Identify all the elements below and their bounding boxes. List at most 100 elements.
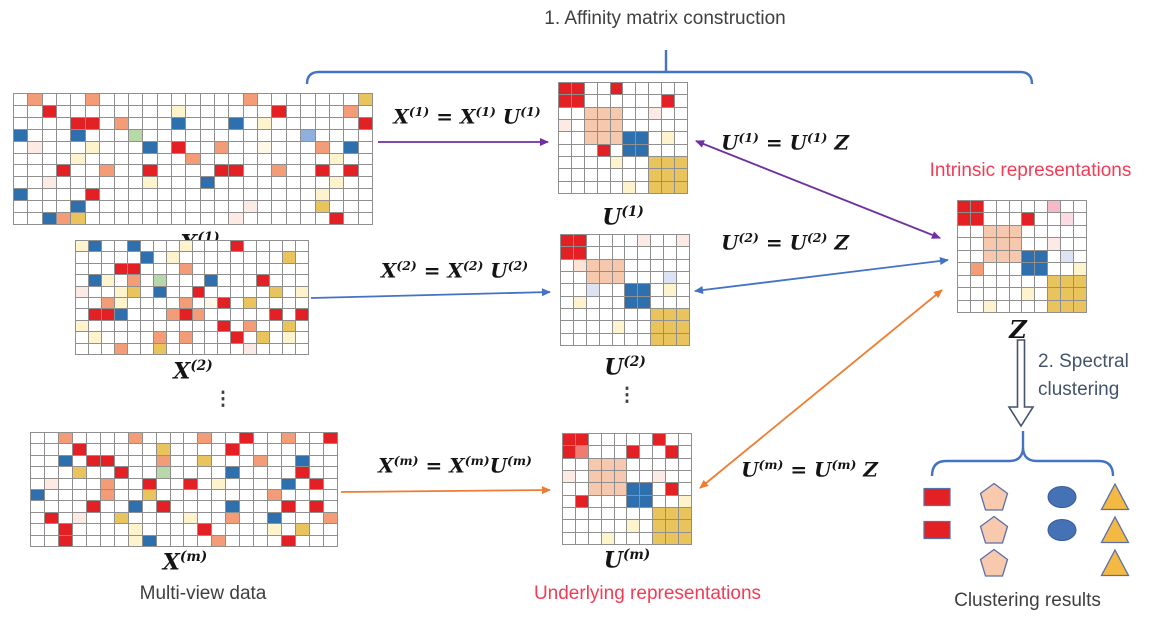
matrix-cell — [675, 169, 687, 181]
matrix-cell — [212, 524, 226, 535]
matrix-cell — [192, 286, 205, 297]
matrix-cell — [240, 467, 254, 478]
matrix-cell — [86, 455, 100, 467]
matrix-cell — [257, 275, 270, 286]
matrix-cell — [268, 489, 282, 501]
matrix-cell — [601, 483, 614, 495]
matrix-cell — [231, 297, 244, 309]
matrix-cell — [561, 235, 573, 247]
matrix-cell — [272, 117, 286, 129]
matrix-cell — [72, 501, 86, 512]
matrix-cell — [651, 296, 664, 308]
matrix-cell — [258, 141, 272, 153]
matrix-cell — [1061, 288, 1074, 300]
matrix-cell — [14, 189, 28, 201]
matrix-cell — [179, 343, 192, 354]
um-matrix-label: U(m) — [603, 547, 651, 574]
matrix-cell — [42, 177, 57, 189]
matrix-cell — [100, 94, 114, 105]
matrix-cell — [636, 169, 649, 181]
matrix-cell — [675, 132, 687, 144]
matrix-cell — [31, 512, 44, 524]
matrix-cell — [575, 470, 588, 483]
matrix-cell — [44, 467, 58, 478]
matrix-cell — [244, 275, 257, 286]
matrix-cell — [226, 455, 240, 467]
matrix-cell — [101, 297, 114, 309]
affinity-bracket-icon — [305, 50, 1034, 85]
matrix-cell — [640, 458, 653, 470]
matrix-cell — [301, 165, 315, 177]
matrix-cell — [1061, 201, 1074, 213]
matrix-cell — [640, 470, 653, 483]
matrix-cell — [28, 117, 42, 129]
matrix-cell — [128, 177, 143, 189]
matrix-cell — [344, 201, 358, 213]
matrix-cell — [243, 117, 258, 129]
matrix-cell — [31, 478, 44, 489]
matrix-cell — [226, 478, 240, 489]
matrix-cell — [286, 189, 301, 201]
matrix-cell — [257, 263, 270, 275]
matrix-cell — [71, 105, 85, 117]
matrix-cell — [329, 189, 344, 201]
matrix-cell — [358, 213, 372, 224]
matrix-cell — [218, 309, 231, 320]
matrix-cell — [270, 320, 283, 332]
matrix-cell — [114, 489, 128, 501]
matrix-cell — [88, 275, 101, 286]
matrix-cell — [268, 433, 282, 444]
matrix-cell — [358, 201, 372, 213]
matrix-cell — [329, 153, 344, 165]
matrix-cell — [192, 320, 205, 332]
matrix-cell — [636, 132, 649, 144]
matrix-cell — [563, 520, 575, 532]
matrix-cell — [128, 117, 143, 129]
u1-matrix — [558, 82, 688, 194]
matrix-cell — [243, 189, 258, 201]
matrix-cell — [640, 495, 653, 507]
matrix-cell — [128, 535, 142, 546]
matrix-cell — [171, 213, 186, 224]
matrix-cell — [14, 201, 28, 213]
matrix-cell — [143, 105, 157, 117]
matrix-cell — [1074, 213, 1086, 225]
matrix-cell — [240, 535, 254, 546]
matrix-cell — [666, 446, 679, 458]
matrix-cell — [57, 201, 71, 213]
matrix-cell — [143, 177, 157, 189]
matrix-cell — [200, 129, 215, 141]
matrix-cell — [329, 94, 344, 105]
matrix-cell — [588, 520, 601, 532]
matrix-cell — [156, 489, 170, 501]
matrix-cell — [157, 94, 171, 105]
matrix-cell — [649, 95, 662, 107]
matrix-cell — [983, 201, 996, 213]
matrix-cell — [584, 169, 597, 181]
matrix-cell — [244, 241, 257, 252]
matrix-cell — [296, 489, 310, 501]
matrix-cell — [283, 297, 296, 309]
matrix-cell — [571, 119, 584, 132]
matrix-cell — [127, 275, 140, 286]
matrix-cell — [192, 275, 205, 286]
matrix-cell — [218, 343, 231, 354]
matrix-cell — [283, 286, 296, 297]
matrix-cell — [270, 309, 283, 320]
matrix-cell — [599, 259, 612, 271]
matrix-cell — [282, 501, 296, 512]
matrix-cell — [186, 117, 200, 129]
matrix-cell — [243, 201, 258, 213]
spectral-arrow-icon — [1007, 339, 1035, 428]
matrix-cell — [575, 446, 588, 458]
matrix-cell — [653, 520, 666, 532]
matrix-cell — [272, 94, 286, 105]
matrix-cell — [627, 495, 640, 507]
x2-matrix-label: X(2) — [173, 358, 213, 385]
matrix-cell — [240, 444, 254, 455]
matrix-cell — [156, 433, 170, 444]
matrix-cell — [640, 507, 653, 520]
matrix-cell — [244, 286, 257, 297]
matrix-cell — [282, 524, 296, 535]
matrix-cell — [623, 144, 636, 156]
